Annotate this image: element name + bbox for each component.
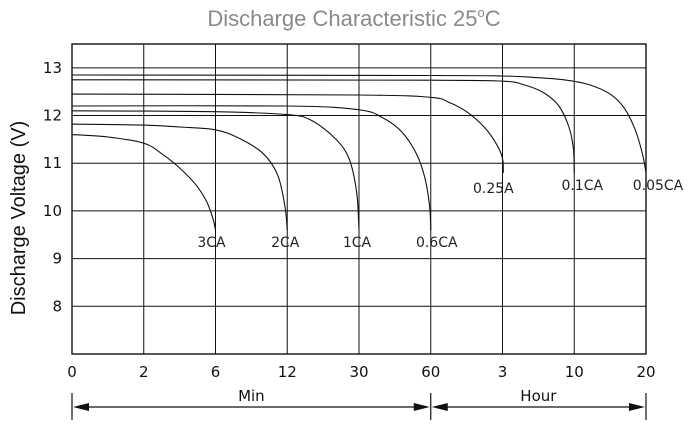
series-line-01ca — [71, 79, 575, 173]
curve-labels: 3CA 2CA 1CA 0.6CA 0.25A 0.1CA 0.05CA — [197, 178, 683, 251]
x-tick-label: 2 — [139, 363, 149, 381]
x-tick-label: 6 — [211, 363, 221, 381]
y-tick-label: 9 — [52, 250, 62, 268]
curve-label-01ca: 0.1CA — [561, 178, 603, 194]
y-tick-label: 12 — [43, 107, 62, 125]
curve-label-025a: 0.25A — [473, 181, 514, 197]
series-line-06ca — [71, 105, 432, 231]
x-unit-label-hour: Hour — [520, 387, 557, 405]
curve-label-1ca: 1CA — [343, 235, 372, 251]
y-tick-label: 8 — [52, 297, 62, 315]
series-line-025a — [71, 93, 504, 173]
time-unit-brackets: Min Hour — [71, 387, 647, 420]
x-unit-label-min: Min — [238, 387, 265, 405]
series-line-005ca — [71, 74, 647, 173]
y-tick-label: 13 — [43, 59, 62, 77]
curve-label-005ca: 0.05CA — [633, 178, 684, 194]
bracket-arrow-left-min — [73, 403, 89, 411]
y-tick-label: 10 — [43, 202, 62, 220]
curve-label-06ca: 0.6CA — [416, 235, 458, 251]
bracket-arrow-right-hour — [629, 403, 645, 411]
y-tick-label: 11 — [43, 154, 62, 172]
curve-label-3ca: 3CA — [197, 235, 226, 251]
y-axis-label: Discharge Voltage (V) — [8, 121, 30, 316]
series-line-1ca — [71, 110, 360, 231]
x-tick-label: 0 — [67, 363, 77, 381]
y-axis-ticks: 8 9 10 11 12 13 — [43, 59, 62, 315]
bracket-arrow-right-min — [413, 403, 430, 411]
x-axis-ticks: 0 2 6 12 30 60 3 10 20 — [67, 363, 655, 381]
curve-label-2ca: 2CA — [271, 235, 300, 251]
x-tick-label: 30 — [349, 363, 368, 381]
x-tick-label: 12 — [278, 363, 297, 381]
bracket-arrow-left-hour — [431, 403, 448, 411]
chart-title: Discharge Characteristic 25oC — [207, 5, 500, 31]
grid — [71, 43, 647, 355]
x-tick-label: 3 — [498, 363, 508, 381]
series-line-2ca — [71, 123, 288, 231]
series-line-3ca — [71, 134, 217, 231]
series-lines — [71, 74, 647, 231]
x-tick-label: 10 — [565, 363, 584, 381]
x-tick-label: 20 — [636, 363, 655, 381]
x-tick-label: 60 — [421, 363, 440, 381]
